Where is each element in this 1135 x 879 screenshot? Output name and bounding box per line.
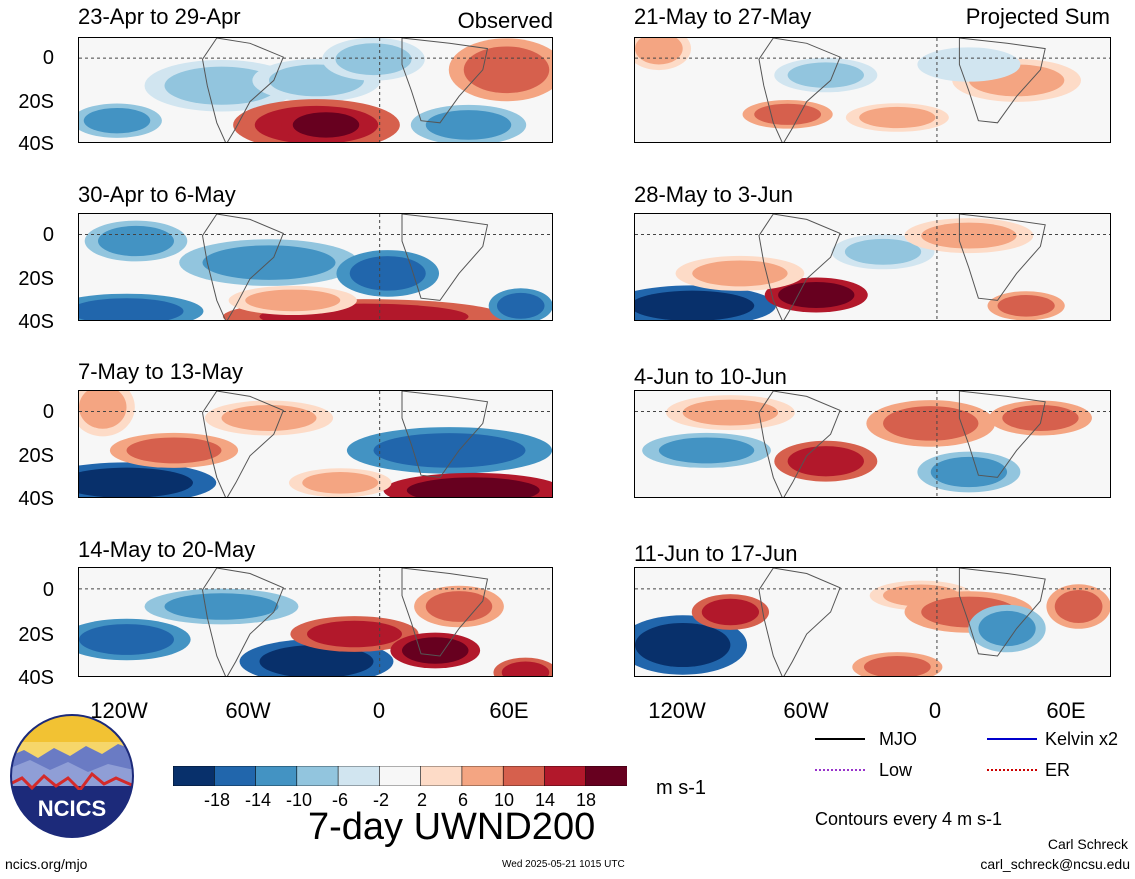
colorbar-swatch	[461, 765, 504, 787]
colorbar-swatch	[502, 765, 546, 787]
lat-label: 40S	[18, 667, 54, 689]
map-panel-projected-4	[634, 567, 1111, 677]
lon-label: 120W	[648, 698, 706, 723]
map-panel-projected-3	[634, 390, 1111, 498]
map-panel-observed-3	[78, 390, 553, 498]
footer-timestamp: Wed 2025-05-21 1015 UTC	[502, 859, 625, 870]
legend-label-er: ER	[1045, 760, 1071, 780]
footer-email: carl_schreck@ncsu.edu	[980, 856, 1130, 872]
colorbar-swatch	[255, 765, 298, 787]
colorbar-tick: 6	[457, 790, 468, 810]
lat-label: 20S	[18, 268, 54, 290]
legend-line-er	[987, 769, 1037, 771]
colorbar-swatch	[585, 765, 628, 787]
panel-title-1: 23-Apr to 29-Apr	[78, 4, 241, 29]
colorbar-tick: -14	[244, 790, 271, 810]
colorbar-tick: 10	[493, 790, 515, 810]
panel-title-7: 4-Jun to 10-Jun	[634, 364, 787, 389]
colorbar-swatch	[296, 765, 339, 787]
column-title-observed: Observed	[457, 8, 553, 33]
column-title-projected: Projected Sum	[965, 4, 1110, 29]
legend-line-kelvin	[987, 738, 1037, 740]
map-panel-observed-2	[78, 213, 553, 321]
colorbar-swatches	[172, 765, 628, 787]
lat-label: 20S	[18, 91, 54, 113]
colorbar-tick: -6	[331, 790, 348, 810]
footer-url: ncics.org/mjo	[5, 856, 88, 872]
panel-title-2: 30-Apr to 6-May	[78, 182, 236, 207]
colorbar-swatch	[420, 765, 463, 787]
colorbar-tick: 18	[575, 790, 597, 810]
legend-label-low: Low	[879, 760, 913, 780]
colorbar-tick: -18	[203, 790, 230, 810]
colorbar-swatch	[379, 765, 422, 787]
lon-label: 120W	[90, 698, 148, 723]
lat-label: 40S	[18, 488, 54, 510]
lat-label: 40S	[18, 311, 54, 333]
panel-title-3: 7-May to 13-May	[78, 359, 244, 384]
map-panel-projected-2	[634, 213, 1111, 321]
lat-label: 0	[42, 579, 54, 601]
colorbar-tick: -10	[285, 790, 312, 810]
lat-label: 0	[42, 224, 54, 246]
colorbar-swatch	[172, 765, 216, 787]
footer-author: Carl Schreck	[1047, 836, 1128, 852]
legend: MJO Kelvin x2 Low ER	[815, 728, 1135, 788]
panel-title-4: 14-May to 20-May	[78, 537, 256, 562]
main-title: 7-day UWND200	[308, 806, 596, 848]
colorbar	[172, 765, 628, 787]
panel-title-5: 21-May to 27-May	[634, 4, 812, 29]
legend-label-mjo: MJO	[879, 729, 917, 749]
lon-label: 0	[372, 698, 386, 723]
lon-label: 60E	[489, 698, 529, 723]
ncics-logo: NCICS	[10, 714, 134, 838]
map-panel-observed-4	[78, 567, 553, 677]
lon-label: 60W	[783, 698, 829, 723]
colorbar-tick: 2	[416, 790, 427, 810]
lat-label: 20S	[18, 624, 54, 646]
legend-label-kelvin: Kelvin x2	[1045, 729, 1119, 749]
colorbar-units: m s-1	[656, 777, 706, 799]
lat-label: 20S	[18, 445, 54, 467]
legend-line-low	[815, 769, 865, 771]
colorbar-swatch	[337, 765, 381, 787]
legend-line-mjo	[815, 738, 865, 740]
map-panel-observed-1	[78, 37, 553, 143]
panel-title-8: 11-Jun to 17-Jun	[634, 541, 798, 566]
lon-label: 60W	[225, 698, 271, 723]
map-panel-projected-1	[634, 37, 1111, 143]
lon-label: 60E	[1046, 698, 1086, 723]
panel-title-6: 28-May to 3-Jun	[634, 182, 793, 207]
colorbar-swatch	[213, 765, 257, 787]
lat-label: 40S	[18, 133, 54, 155]
colorbar-swatch	[544, 765, 587, 787]
contour-note: Contours every 4 m s-1	[815, 809, 1003, 829]
logo-text: NCICS	[38, 796, 106, 821]
lat-label: 0	[42, 47, 54, 69]
colorbar-tick: -2	[372, 790, 389, 810]
colorbar-tick: 14	[534, 790, 556, 810]
lon-label: 0	[928, 698, 942, 723]
lat-label: 0	[42, 401, 54, 423]
